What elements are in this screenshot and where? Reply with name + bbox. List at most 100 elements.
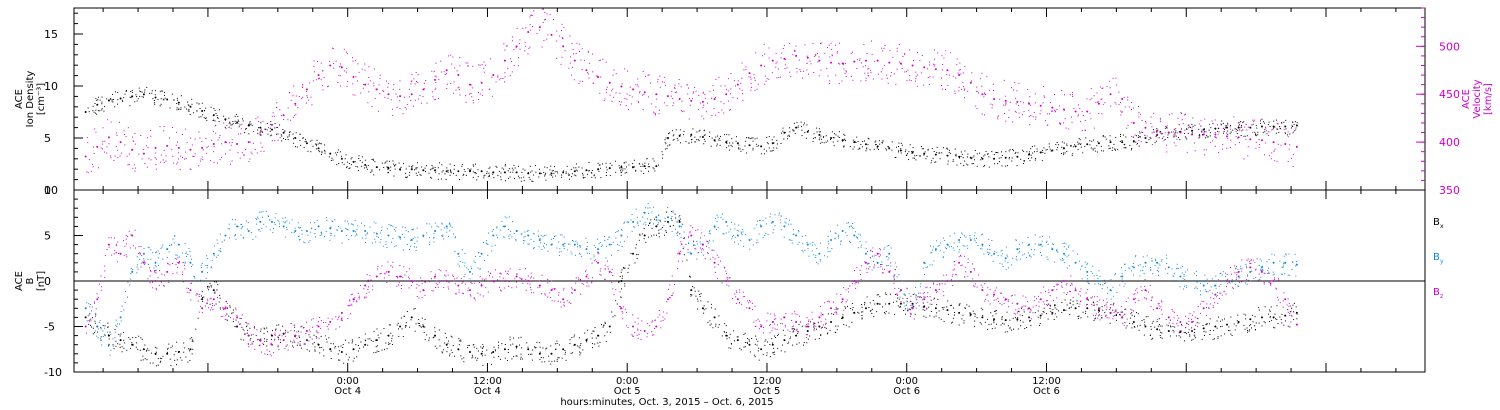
ion-density-sample bbox=[1125, 147, 1127, 149]
ion-density-sample bbox=[1012, 149, 1014, 151]
bx-point bbox=[690, 289, 693, 292]
ion-density-sample bbox=[669, 144, 671, 146]
velocity-sample bbox=[709, 90, 711, 92]
ion-density-sample bbox=[532, 174, 534, 176]
bx-sample bbox=[1115, 319, 1117, 321]
ion-density-sample bbox=[783, 138, 785, 140]
velocity-sample bbox=[1018, 82, 1020, 84]
ion-density-point bbox=[632, 166, 635, 169]
velocity-sample bbox=[778, 76, 780, 78]
bx-point bbox=[329, 348, 332, 351]
ion-density-sample bbox=[244, 132, 246, 134]
by-sample bbox=[721, 213, 723, 215]
ion-density-sample bbox=[1224, 127, 1226, 129]
bx-sample bbox=[482, 344, 484, 346]
by-sample bbox=[401, 233, 403, 235]
bx-point bbox=[1039, 314, 1042, 317]
ion-density-sample bbox=[1144, 134, 1146, 136]
bx-sample bbox=[1150, 326, 1152, 328]
velocity-sample bbox=[467, 65, 469, 67]
by-sample bbox=[722, 218, 724, 220]
velocity-sample bbox=[771, 72, 773, 74]
bx-sample bbox=[1205, 323, 1207, 325]
bx-sample bbox=[897, 297, 899, 299]
velocity-sample bbox=[954, 92, 956, 94]
velocity-sample bbox=[568, 67, 570, 69]
bx-sample bbox=[352, 360, 354, 362]
ion-density-sample bbox=[1285, 119, 1287, 121]
velocity-sample bbox=[315, 79, 317, 81]
bx-sample bbox=[181, 359, 183, 361]
ion-density-sample bbox=[531, 170, 533, 172]
bx-sample bbox=[820, 334, 822, 336]
ion-density-sample bbox=[985, 151, 987, 153]
velocity-sample bbox=[784, 67, 786, 69]
ion-density-sample bbox=[1125, 136, 1127, 138]
velocity-sample bbox=[718, 112, 720, 114]
ion-density-sample bbox=[933, 151, 935, 153]
ion-density-sample bbox=[386, 160, 388, 162]
velocity-sample bbox=[190, 137, 192, 139]
ion-density-point bbox=[107, 99, 110, 102]
ion-density-sample bbox=[163, 91, 165, 93]
ion-density-sample bbox=[827, 140, 829, 142]
velocity-sample bbox=[217, 139, 219, 141]
ion-density-sample bbox=[752, 140, 754, 142]
velocity-sample bbox=[742, 99, 744, 101]
velocity-sample bbox=[862, 66, 864, 68]
ion-density-sample bbox=[825, 141, 827, 143]
velocity-sample bbox=[1227, 122, 1229, 124]
velocity-sample bbox=[313, 71, 315, 73]
bx-sample bbox=[159, 361, 161, 363]
velocity-sample bbox=[639, 90, 641, 92]
velocity-sample bbox=[178, 158, 180, 160]
by-sample bbox=[543, 247, 545, 249]
velocity-sample bbox=[1153, 112, 1155, 114]
velocity-sample bbox=[552, 19, 554, 21]
velocity-sample bbox=[504, 49, 506, 51]
bx-sample bbox=[690, 295, 692, 297]
bx-sample bbox=[255, 335, 257, 337]
velocity-sample bbox=[865, 80, 867, 82]
by-sample bbox=[330, 226, 332, 228]
ion-density-sample bbox=[1291, 125, 1293, 127]
bx-sample bbox=[1206, 324, 1208, 326]
ion-density-sample bbox=[196, 102, 198, 104]
by-sample bbox=[811, 244, 813, 246]
by-sample bbox=[784, 221, 786, 223]
velocity-sample bbox=[1222, 128, 1224, 130]
velocity-sample bbox=[544, 11, 546, 13]
bx-sample bbox=[175, 350, 177, 352]
bx-sample bbox=[484, 354, 486, 356]
by-sample bbox=[543, 243, 545, 245]
ion-density-sample bbox=[544, 175, 546, 177]
bx-sample bbox=[521, 358, 523, 360]
ion-density-sample bbox=[1155, 136, 1157, 138]
velocity-point bbox=[1260, 139, 1263, 142]
by-sample bbox=[785, 218, 787, 220]
ion-density-sample bbox=[926, 155, 928, 157]
ion-density-sample bbox=[1137, 135, 1139, 137]
ion-density-sample bbox=[206, 119, 208, 121]
velocity-sample bbox=[201, 141, 203, 143]
by-sample bbox=[789, 239, 791, 241]
ion-density-sample bbox=[1133, 141, 1135, 143]
bx-sample bbox=[754, 356, 756, 358]
bx-sample bbox=[922, 302, 924, 304]
ion-density-point bbox=[375, 166, 378, 169]
ion-density-point bbox=[1132, 140, 1135, 143]
ion-density-sample bbox=[1294, 121, 1296, 123]
ion-density-sample bbox=[387, 168, 389, 170]
ion-density-point bbox=[270, 128, 273, 131]
velocity-sample bbox=[990, 103, 992, 105]
by-sample bbox=[394, 246, 396, 248]
by-sample bbox=[865, 247, 867, 249]
bx-sample bbox=[1003, 323, 1005, 325]
bx-point bbox=[282, 332, 285, 335]
velocity-sample bbox=[414, 99, 416, 101]
bx-sample bbox=[758, 347, 760, 349]
by-sample bbox=[851, 222, 853, 224]
ion-density-sample bbox=[590, 171, 592, 173]
velocity-sample bbox=[592, 71, 594, 73]
ion-density-sample bbox=[281, 140, 283, 142]
